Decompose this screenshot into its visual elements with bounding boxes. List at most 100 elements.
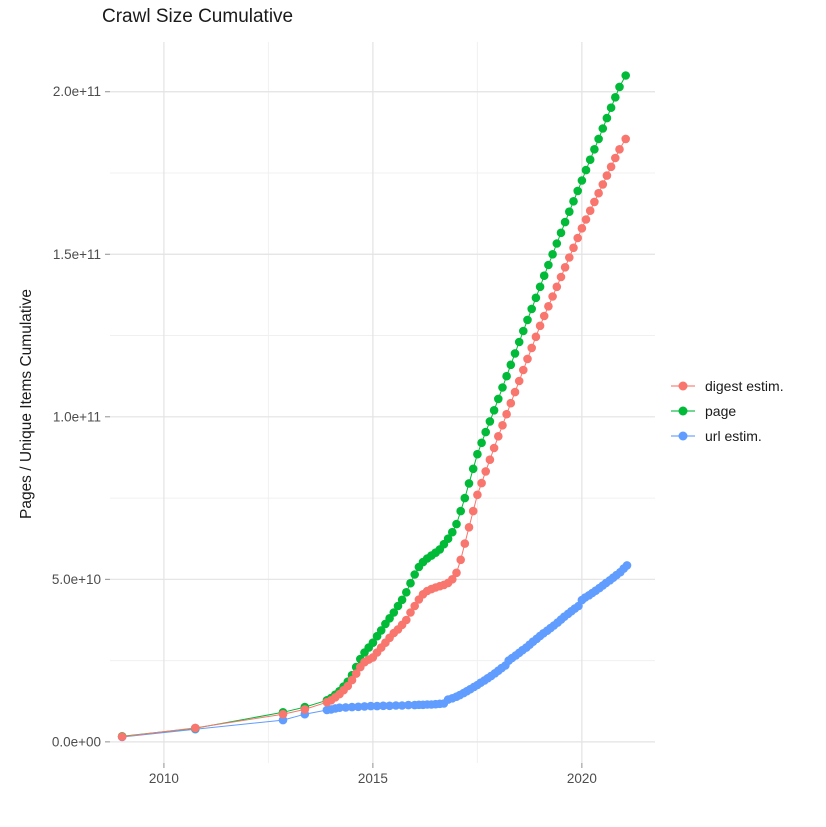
series-point-digest-estim-	[569, 243, 578, 253]
series-point-page	[552, 239, 562, 248]
series-point-page	[581, 165, 591, 175]
legend-label: page	[705, 403, 737, 419]
series-point-digest-estim-	[460, 539, 470, 548]
series-point-url-estim-	[397, 701, 407, 710]
series-point-page	[544, 260, 553, 270]
series-point-url-estim-	[347, 702, 357, 712]
y-tick-label: 1.0e+11	[53, 409, 101, 424]
series-point-page	[539, 271, 549, 281]
series-point-page	[502, 371, 511, 381]
legend-item-url-estim: url estim.	[670, 427, 784, 445]
series-point-page	[585, 155, 595, 164]
series-point-digest-estim-	[506, 398, 516, 408]
series-point-url-estim-	[391, 701, 401, 710]
legend: digest estim. page url estim.	[670, 377, 784, 445]
series-point-page	[594, 134, 603, 144]
series-point-digest-estim-	[402, 615, 411, 625]
series-point-url-estim-	[404, 700, 413, 710]
legend-item-digest-estim: digest estim.	[670, 377, 784, 395]
series-point-page	[443, 534, 453, 543]
series-point-digest-estim-	[590, 197, 599, 207]
series-point-digest-estim-	[577, 224, 587, 233]
series-point-page	[456, 506, 466, 516]
legend-key-page-icon	[671, 406, 695, 416]
series-point-digest-estim-	[117, 732, 127, 741]
series-point-digest-estim-	[464, 523, 474, 532]
series-point-url-estim-	[354, 702, 363, 712]
series-point-digest-estim-	[406, 608, 415, 617]
series-line-digest-estim-	[122, 138, 627, 738]
series-point-digest-estim-	[606, 162, 616, 172]
series-point-digest-estim-	[452, 568, 461, 578]
series-point-digest-estim-	[278, 709, 288, 719]
series-point-page	[510, 349, 520, 358]
series-point-url-estim-	[278, 715, 288, 725]
series-point-digest-estim-	[519, 365, 528, 375]
series-point-digest-estim-	[602, 171, 612, 180]
series-point-digest-estim-	[477, 478, 486, 488]
series-point-digest-estim-	[481, 467, 491, 476]
series-point-page	[452, 519, 461, 529]
legend-label: url estim.	[705, 428, 762, 444]
series-point-page	[519, 326, 528, 336]
series-point-page	[460, 493, 470, 503]
series-point-page	[531, 293, 541, 303]
series-point-page	[565, 207, 574, 216]
series-point-page	[489, 406, 499, 415]
series-point-digest-estim-	[548, 292, 557, 301]
x-tick-label: 2020	[567, 771, 597, 786]
legend-item-page: page	[670, 402, 784, 420]
series-point-url-estim-	[335, 703, 344, 712]
series-point-digest-estim-	[191, 723, 200, 733]
series-point-page	[556, 228, 566, 238]
series-point-page	[410, 570, 420, 579]
series-point-url-estim-	[379, 701, 388, 711]
series-point-digest-estim-	[535, 321, 545, 331]
y-axis-title: Pages / Unique Items Cumulative	[18, 288, 35, 520]
series-point-url-estim-	[385, 701, 394, 711]
series-point-page	[506, 360, 516, 370]
series-point-digest-estim-	[560, 263, 570, 272]
series-point-page	[448, 527, 457, 537]
series-point-digest-estim-	[347, 675, 357, 685]
series-point-digest-estim-	[485, 455, 495, 465]
series-point-digest-estim-	[502, 409, 511, 419]
series-point-page	[397, 595, 407, 605]
series-point-digest-estim-	[489, 443, 499, 453]
legend-label: digest estim.	[705, 378, 784, 394]
series-point-page	[494, 394, 503, 404]
series-point-digest-estim-	[581, 215, 591, 224]
series-point-digest-estim-	[473, 490, 482, 500]
series-point-page	[485, 417, 495, 426]
y-tick-label: 2.0e+11	[53, 84, 101, 99]
series-point-page	[611, 93, 620, 102]
series-point-digest-estim-	[351, 669, 361, 678]
series-point-digest-estim-	[456, 555, 466, 565]
series-point-page	[473, 449, 482, 459]
series-point-page	[389, 608, 399, 617]
series-point-page	[368, 638, 378, 647]
series-point-digest-estim-	[615, 145, 624, 154]
series-point-digest-estim-	[494, 432, 503, 441]
series-point-page	[577, 176, 587, 185]
y-tick-label: 1.5e+11	[53, 247, 101, 262]
series-point-page	[393, 601, 403, 611]
series-point-url-estim-	[366, 701, 376, 711]
series-point-digest-estim-	[498, 421, 507, 430]
series-point-page	[535, 282, 545, 292]
series-point-page	[468, 464, 478, 474]
series-point-page	[376, 626, 386, 635]
series-point-digest-estim-	[448, 575, 457, 584]
x-tick-label: 2015	[358, 771, 388, 786]
series-point-page	[406, 578, 415, 588]
series-point-digest-estim-	[514, 376, 524, 386]
series-point-page	[598, 124, 608, 133]
series-point-digest-estim-	[585, 206, 595, 215]
series-point-digest-estim-	[621, 134, 630, 144]
series-point-page	[590, 145, 599, 154]
y-tick-label: 0.0e+00	[52, 734, 101, 749]
series-point-page	[548, 250, 557, 259]
series-point-page	[569, 197, 578, 206]
